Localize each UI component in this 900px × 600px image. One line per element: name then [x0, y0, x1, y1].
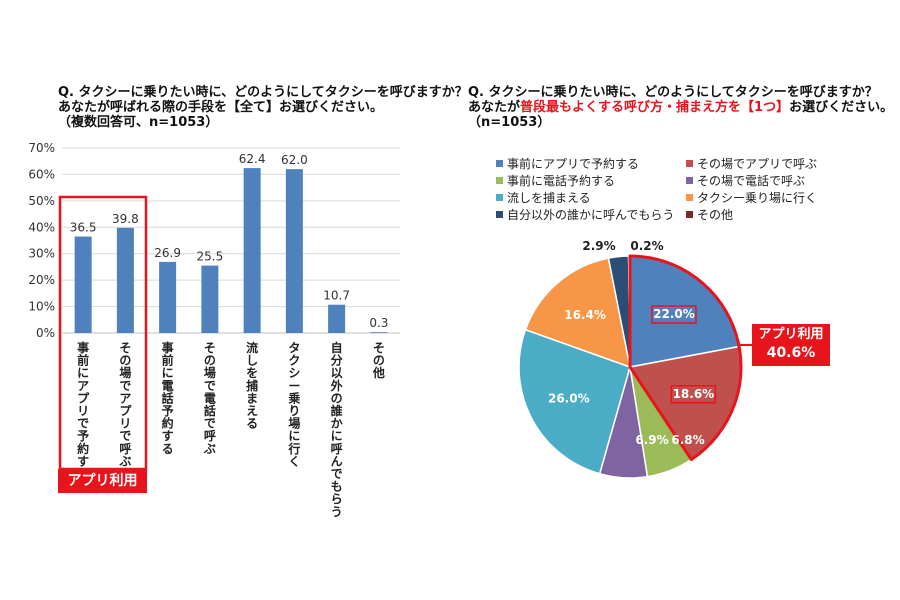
app-usage-callout: アプリ利用 40.6%	[752, 324, 830, 366]
x-category-label: 事前にアプリで予約する	[77, 340, 90, 481]
x-category-label: その他	[372, 341, 385, 380]
legend-swatch	[496, 194, 503, 201]
title-highlight: 普段最もよくする呼び方・捕まえ方を【1つ】	[520, 100, 790, 115]
right-title-line: （n=1053）	[468, 115, 551, 130]
legend-item: 流しを捕まえる	[496, 191, 591, 205]
pie-slice	[598, 366, 649, 479]
pie-slice	[629, 255, 740, 368]
legend-item: 自分以外の誰かに呼んでもらう	[496, 208, 674, 222]
slice-data-label: 26.0%	[548, 391, 590, 405]
legend-label: 事前にアプリで予約する	[507, 157, 640, 171]
y-tick-label: 10%	[28, 300, 55, 314]
slice-label-box	[651, 305, 697, 324]
bar	[285, 169, 303, 333]
legend-label: 流しを捕まえる	[507, 191, 591, 205]
legend-swatch	[496, 160, 503, 167]
slice-data-label: 2.9%	[582, 239, 615, 253]
x-category-label: 流しを捕まえる	[246, 340, 258, 431]
bar-data-label: 62.0	[281, 153, 308, 167]
bar	[370, 332, 388, 333]
bar	[116, 227, 134, 333]
legend-item: その場で電話で呼ぶ	[686, 174, 805, 188]
slice-data-label: 22.0%	[653, 307, 695, 321]
legend-item: タクシー乗り場に行く	[686, 191, 817, 205]
bar	[201, 265, 219, 333]
pie-slice	[629, 366, 693, 478]
left-title-line: あなたが呼ばれる際の手段を【全て】お選びください。	[58, 100, 384, 115]
x-category-label: タクシー乗り場に行く	[287, 341, 300, 468]
y-tick-label: 70%	[28, 141, 55, 155]
legend-label: 自分以外の誰かに呼んでもらう	[507, 208, 675, 222]
y-tick-label: 20%	[28, 273, 55, 287]
bar-data-label: 36.5	[70, 221, 97, 235]
legend-label: その他	[697, 208, 734, 222]
legend-item: その場でアプリで呼ぶ	[686, 157, 817, 171]
pie-slice	[524, 257, 631, 369]
right-title-line: あなたが普段最もよくする呼び方・捕まえ方を【1つ】お選びください。	[468, 100, 893, 115]
title-text: あなたが	[468, 100, 521, 115]
bar-data-label: 10.7	[323, 289, 350, 303]
x-category-label: その場で電話で呼ぶ	[203, 341, 216, 456]
y-tick-label: 30%	[28, 247, 55, 261]
pie-slice	[627, 255, 631, 368]
legend-swatch	[686, 177, 693, 184]
pie-slice	[518, 328, 631, 475]
callout-value: 40.6%	[766, 345, 816, 361]
left-chart-title: Q. タクシーに乗りたい時に、どのようにしてタクシーを呼びますか？ あなたが呼ば…	[58, 85, 468, 130]
x-category-label: 自分以外の誰かに呼んでもらう	[331, 340, 343, 519]
left-title-line: Q. タクシーに乗りたい時に、どのようにしてタクシーを呼びますか？	[58, 85, 468, 100]
bar	[243, 168, 261, 333]
right-chart-title: Q. タクシーに乗りたい時に、どのようにしてタクシーを呼びますか？ あなたが普段…	[468, 85, 893, 130]
bar	[328, 304, 346, 333]
legend-swatch	[686, 194, 693, 201]
legend-swatch	[686, 160, 693, 167]
legend-item: 事前に電話予約する	[496, 174, 615, 188]
bar-data-label: 0.3	[369, 316, 388, 330]
title-text: お選びください。	[789, 100, 894, 115]
bar-data-label: 25.5	[197, 250, 224, 264]
app-usage-slice-outline	[628, 254, 743, 462]
legend-item: 事前にアプリで予約する	[496, 157, 639, 171]
y-tick-label: 40%	[28, 220, 55, 234]
legend-label: その場で電話で呼ぶ	[697, 174, 806, 188]
slice-data-label: 0.2%	[630, 239, 663, 253]
y-tick-label: 0%	[36, 326, 55, 340]
app-usage-tag: アプリ利用	[58, 469, 147, 493]
legend-swatch	[496, 177, 503, 184]
callout-label: アプリ利用	[758, 327, 824, 342]
x-category-label: その場でアプリで呼ぶ	[118, 341, 132, 468]
bar-data-label: 39.8	[112, 212, 139, 226]
slice-data-label: 18.6%	[673, 387, 715, 401]
legend-swatch	[496, 211, 503, 218]
y-tick-label: 60%	[28, 167, 55, 181]
bar	[159, 261, 177, 333]
bar-data-label: 62.4	[239, 152, 266, 166]
slice-data-label: 6.8%	[671, 433, 704, 447]
legend-swatch	[686, 211, 693, 218]
legend-label: 事前に電話予約する	[507, 174, 616, 188]
legend-label: タクシー乗り場に行く	[697, 191, 818, 205]
bar	[74, 236, 92, 333]
bar-data-label: 26.9	[154, 246, 181, 260]
pie-slice	[628, 345, 742, 461]
slice-data-label: 6.9%	[635, 433, 668, 447]
pie-slice	[607, 255, 631, 368]
legend-label: その場でアプリで呼ぶ	[697, 157, 818, 171]
slice-label-box	[670, 385, 717, 404]
bar-chart: 70% 60% 50% 40% 30% 20% 10% 0% 36.5 事前にアプリで予約する 39…	[28, 141, 400, 519]
slice-data-label: 16.4%	[564, 308, 606, 322]
x-category-label: 事前に電話予約する	[162, 340, 174, 456]
right-title-line: Q. タクシーに乗りたい時に、どのようにしてタクシーを呼びますか？	[468, 85, 878, 100]
left-title-line: （複数回答可、n=1053）	[58, 115, 219, 130]
y-tick-label: 50%	[28, 194, 55, 208]
legend-item: その他	[686, 208, 733, 222]
